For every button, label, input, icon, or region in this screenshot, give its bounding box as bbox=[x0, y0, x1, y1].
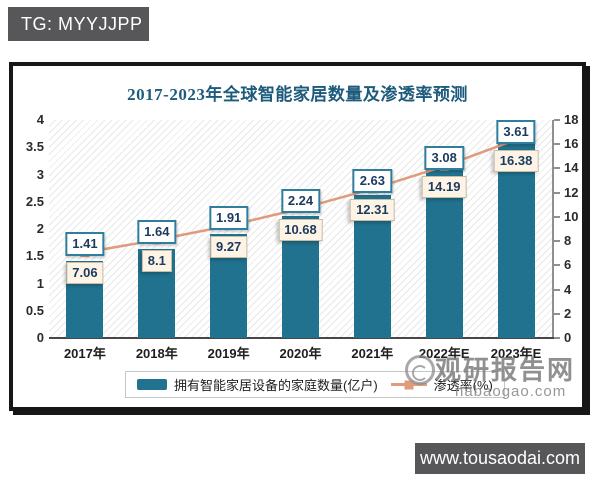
watermark: 观研报告网 nabaogao.com bbox=[405, 355, 595, 400]
bar bbox=[497, 141, 535, 338]
right-axis-tick-label: 12 bbox=[564, 184, 579, 200]
right-axis-tick bbox=[554, 119, 560, 121]
left-axis-tick-label: 3 bbox=[36, 166, 44, 182]
bar-value-label: 2.24 bbox=[280, 188, 321, 213]
right-axis-tick-label: 18 bbox=[564, 112, 579, 127]
x-axis-label: 2023年E bbox=[490, 346, 542, 361]
right-axis-tick bbox=[554, 191, 560, 194]
right-axis-tick-label: 10 bbox=[564, 208, 579, 224]
right-axis-tick bbox=[554, 143, 560, 146]
right-axis-tick bbox=[554, 167, 560, 170]
x-axis-label: 2018年 bbox=[135, 346, 178, 361]
x-axis-label: 2019年 bbox=[207, 346, 250, 361]
right-axis-tick bbox=[554, 288, 560, 291]
chart-legend: 拥有智能家居设备的家庭数量(亿户) 渗透率(%) bbox=[125, 371, 505, 398]
left-axis-tick-label: 1.5 bbox=[25, 248, 44, 264]
bar-value-label: 1.41 bbox=[65, 232, 105, 257]
left-axis-tick-label: 0.5 bbox=[25, 302, 44, 318]
tg-channel-text: TG: MYYJJPP bbox=[21, 13, 143, 34]
footer-url-badge: www.tousaodai.com bbox=[415, 443, 585, 474]
line-value-label: 16.38 bbox=[493, 149, 539, 172]
line-value-label: 12.31 bbox=[350, 198, 395, 221]
line-series-swatch bbox=[390, 380, 427, 389]
line-value-label: 7.06 bbox=[66, 262, 104, 285]
x-axis-label: 2017年 bbox=[63, 346, 106, 361]
left-axis-tick-label: 0 bbox=[36, 330, 44, 345]
bar-series-swatch bbox=[137, 379, 167, 390]
chart-card: 2017-2023年全球智能家居数量及渗透率预测 拥有智能家居设备的家庭数量(亿… bbox=[9, 62, 586, 411]
tg-channel-badge: TG: MYYJJPP bbox=[8, 7, 149, 41]
right-axis-tick bbox=[554, 264, 560, 267]
watermark-site-name: 观研报告网 bbox=[435, 355, 576, 385]
left-axis-tick-label: 2 bbox=[36, 221, 44, 236]
right-axis-tick bbox=[554, 312, 560, 315]
x-axis-line bbox=[49, 337, 554, 339]
right-axis-tick-label: 16 bbox=[564, 136, 579, 152]
right-axis-tick-label: 6 bbox=[564, 257, 572, 273]
bar-value-label: 3.08 bbox=[424, 146, 464, 171]
bar-series-label: 拥有智能家居设备的家庭数量(亿户) bbox=[174, 378, 378, 393]
line-value-label: 9.27 bbox=[209, 235, 248, 258]
line-value-label: 14.19 bbox=[421, 176, 467, 199]
right-axis-tick-label: 2 bbox=[564, 305, 572, 321]
chart-title: 2017-2023年全球智能家居数量及渗透率预测 bbox=[127, 85, 468, 104]
footer-url-text: www.tousaodai.com bbox=[419, 448, 581, 468]
x-axis-label: 2020年 bbox=[279, 346, 322, 361]
right-axis-tick-label: 8 bbox=[564, 233, 572, 249]
x-axis-label: 2022年E bbox=[418, 346, 470, 361]
watermark-domain: nabaogao.com bbox=[455, 383, 567, 400]
bar-value-label: 2.63 bbox=[352, 168, 392, 193]
left-axis-tick-label: 1 bbox=[36, 275, 44, 291]
x-axis-label: 2021年 bbox=[351, 346, 394, 361]
bar-value-label: 1.91 bbox=[208, 205, 249, 230]
line-value-label: 8.1 bbox=[141, 249, 172, 272]
line-marker-icon bbox=[404, 380, 414, 389]
left-axis-tick-label: 2.5 bbox=[25, 193, 44, 209]
right-axis-tick-label: 14 bbox=[564, 160, 579, 176]
right-axis-tick-label: 4 bbox=[564, 281, 572, 297]
line-series-label: 渗透率(%) bbox=[433, 378, 493, 393]
bar-value-label: 3.61 bbox=[496, 119, 536, 144]
right-axis-tick-label: 0 bbox=[564, 330, 572, 345]
left-axis-tick-label: 3.5 bbox=[25, 139, 44, 155]
right-axis-tick bbox=[554, 337, 560, 339]
bar-value-label: 1.64 bbox=[137, 219, 177, 244]
left-axis-tick-label: 4 bbox=[36, 112, 44, 127]
watermark-swirl-icon bbox=[405, 355, 435, 385]
line-value-label: 10.68 bbox=[278, 218, 323, 241]
right-axis-tick bbox=[554, 240, 560, 243]
right-axis-tick bbox=[554, 215, 560, 218]
right-axis-line bbox=[552, 120, 554, 339]
